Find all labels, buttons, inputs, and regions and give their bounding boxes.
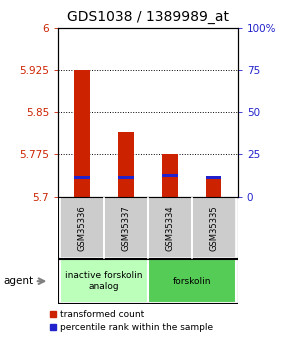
Bar: [104, 197, 148, 258]
Bar: [148, 197, 192, 258]
Legend: transformed count, percentile rank within the sample: transformed count, percentile rank withi…: [48, 308, 215, 334]
Text: GSM35334: GSM35334: [165, 205, 174, 250]
Bar: [75, 176, 90, 179]
Bar: [206, 178, 221, 197]
Bar: [206, 176, 221, 179]
Bar: [192, 197, 235, 258]
Text: GSM35335: GSM35335: [209, 205, 218, 250]
Bar: [148, 259, 235, 303]
Text: agent: agent: [3, 276, 33, 286]
Bar: [75, 70, 90, 197]
Bar: [118, 176, 134, 179]
Text: GSM35336: GSM35336: [78, 205, 87, 250]
Text: forskolin: forskolin: [173, 277, 211, 286]
Bar: [60, 197, 104, 258]
Text: GSM35337: GSM35337: [122, 205, 130, 250]
Bar: [162, 174, 177, 177]
Bar: [60, 259, 148, 303]
Text: GDS1038 / 1389989_at: GDS1038 / 1389989_at: [67, 10, 229, 24]
Bar: [118, 132, 134, 197]
Text: inactive forskolin
analog: inactive forskolin analog: [65, 272, 143, 291]
Bar: [162, 154, 177, 197]
